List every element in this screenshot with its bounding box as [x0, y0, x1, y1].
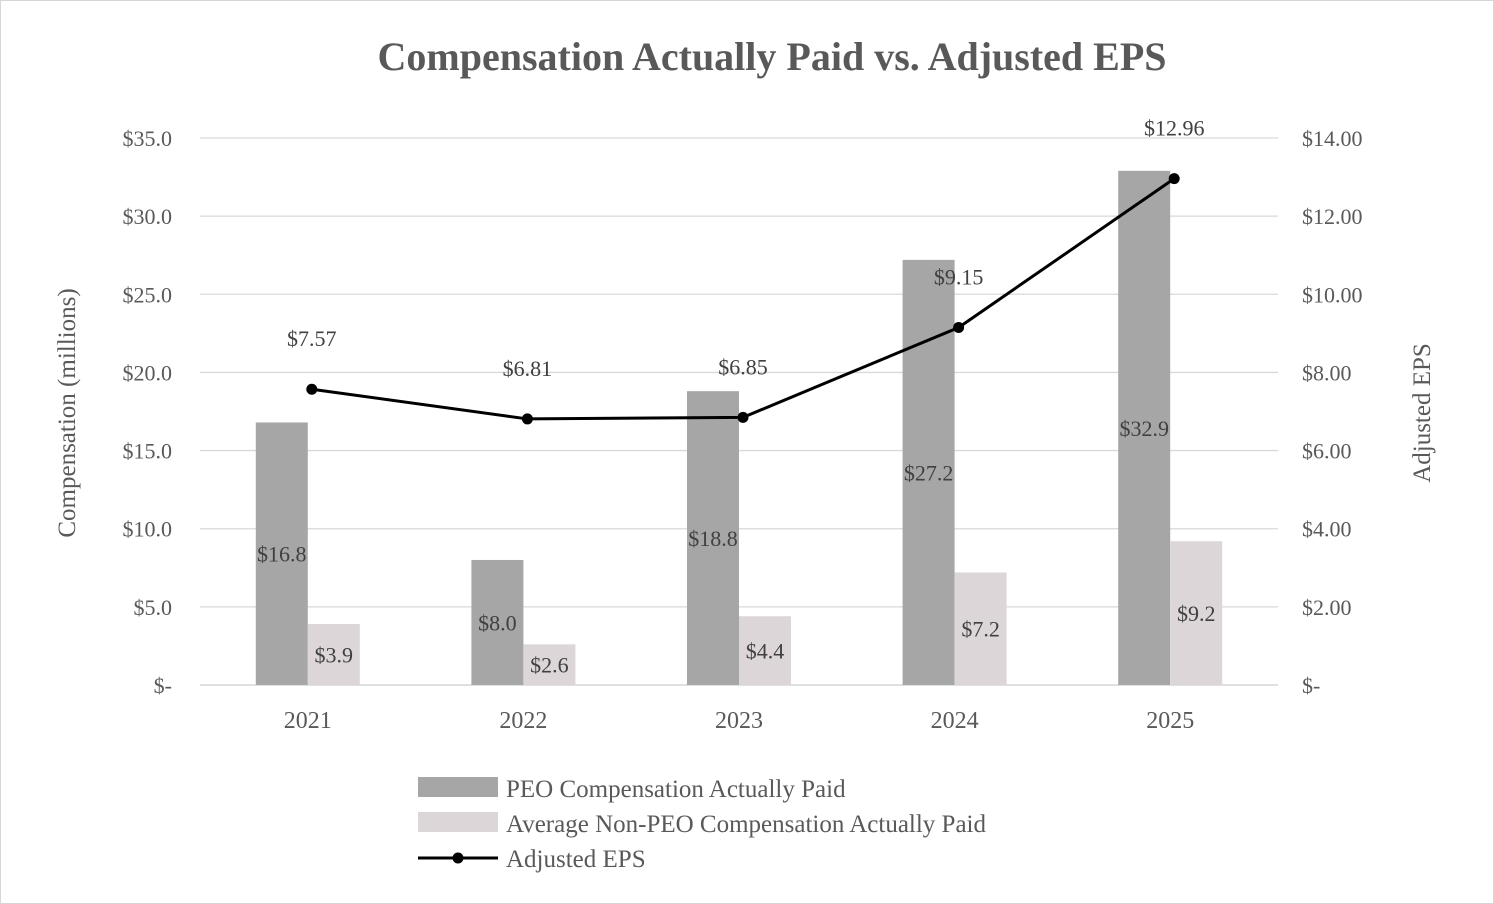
peo-bar: [902, 259, 955, 685]
non-peo-bar: [1170, 541, 1223, 685]
category-label: 2021: [284, 708, 332, 734]
eps-line: [306, 173, 1180, 425]
right-tick-label: $4.00: [1302, 517, 1352, 542]
non-peo-bar-label: $3.9: [315, 643, 354, 668]
peo-bar: [471, 559, 524, 685]
eps-point-label: $9.15: [934, 264, 984, 289]
peo-bar-label: $8.0: [478, 610, 517, 635]
right-tick-label: $10.00: [1302, 282, 1363, 307]
legend: PEO Compensation Actually Paid Average No…: [418, 776, 987, 873]
peo-bar-label: $16.8: [257, 542, 307, 567]
left-axis-title: Compensation (millions): [54, 288, 81, 537]
non-peo-bar: [954, 572, 1007, 685]
eps-point-label: $6.81: [503, 356, 553, 381]
left-tick-label: $10.0: [123, 517, 173, 542]
eps-point-label: $12.96: [1144, 116, 1205, 141]
right-tick-label: $6.00: [1302, 439, 1352, 464]
non-peo-bar: [307, 624, 360, 685]
peo-bar-label: $18.8: [688, 526, 738, 551]
right-tick-label: $2.00: [1302, 595, 1352, 620]
right-axis-ticks: $- $2.00 $4.00 $6.00 $8.00 $10.00 $12.00 $14.00: [1302, 126, 1363, 698]
bars: [255, 170, 1223, 685]
left-tick-label: $20.0: [123, 360, 173, 385]
eps-point-label: $7.57: [287, 326, 337, 351]
peo-bar-label: $32.9: [1119, 416, 1169, 441]
left-tick-label: $30.0: [123, 204, 173, 229]
right-tick-label: $12.00: [1302, 204, 1363, 229]
eps-point: [1168, 173, 1180, 185]
category-label: 2022: [499, 708, 547, 734]
peo-bar: [1118, 170, 1171, 685]
non-peo-bar-label: $2.6: [530, 653, 569, 678]
legend-label-eps: Adjusted EPS: [506, 846, 646, 873]
left-tick-label: $-: [154, 673, 172, 698]
left-tick-label: $15.0: [123, 439, 173, 464]
peo-bar: [255, 422, 308, 685]
non-peo-bar: [523, 644, 576, 685]
legend-swatch-peo: [418, 777, 498, 797]
left-tick-label: $35.0: [123, 126, 173, 151]
category-label: 2025: [1146, 708, 1194, 734]
legend-label-non-peo: Average Non-PEO Compensation Actually Pa…: [506, 811, 987, 838]
category-labels: 2021 2022 2023 2024 2025: [284, 708, 1194, 734]
category-label: 2023: [715, 708, 763, 734]
eps-point: [521, 413, 533, 425]
eps-point-label: $6.85: [718, 354, 768, 379]
eps-series-line: [311, 177, 1176, 421]
peo-bar: [687, 391, 739, 685]
non-peo-bar: [739, 616, 791, 685]
eps-point: [953, 321, 965, 333]
non-peo-bar-label: $9.2: [1177, 601, 1216, 626]
right-axis-title: Adjusted EPS: [1409, 343, 1436, 483]
left-axis-ticks: $- $5.0 $10.0 $15.0 $20.0 $25.0 $30.0 $35.0: [123, 126, 173, 698]
non-peo-bar-label: $4.4: [746, 639, 785, 664]
right-tick-label: $14.00: [1302, 126, 1363, 151]
non-peo-bar-label: $7.2: [961, 617, 1000, 642]
right-tick-label: $-: [1302, 673, 1320, 698]
eps-point: [306, 383, 318, 395]
left-tick-label: $5.0: [134, 595, 173, 620]
left-tick-label: $25.0: [123, 282, 173, 307]
legend-label-peo: PEO Compensation Actually Paid: [506, 776, 846, 803]
eps-point: [737, 411, 749, 423]
data-labels: $16.8 $3.9 $8.0 $2.6 $18.8 $4.4 $27.2 $7.2 $32.9…: [257, 116, 1215, 678]
category-label: 2024: [931, 708, 979, 734]
chart-title: Compensation Actually Paid vs. Adjusted …: [377, 34, 1166, 79]
peo-bar-label: $27.2: [904, 460, 954, 485]
legend-swatch-non-peo: [418, 812, 498, 832]
legend-swatch-eps-marker: [452, 852, 464, 864]
right-tick-label: $8.00: [1302, 360, 1352, 385]
